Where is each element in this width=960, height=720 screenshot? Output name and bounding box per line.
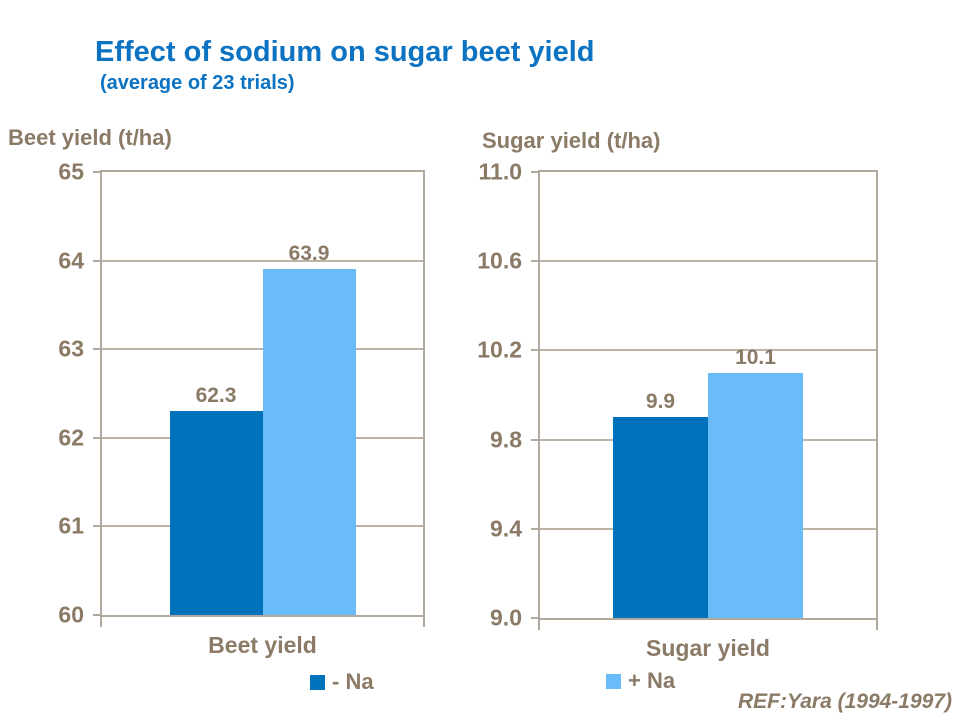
y-axis-tick bbox=[93, 614, 102, 616]
category-label-beet-yield: Beet yield bbox=[208, 632, 317, 658]
bar-value-label: 62.3 bbox=[195, 384, 237, 408]
y-axis-tick-label: 9.0 bbox=[490, 604, 522, 631]
bar-value-label: 10.1 bbox=[735, 345, 776, 369]
bar-minus-na: 9.9 bbox=[613, 391, 708, 618]
y-axis-tick-label: 65 bbox=[58, 158, 84, 185]
y-axis-tick bbox=[531, 527, 540, 530]
y-axis-tick bbox=[531, 438, 540, 441]
legend-swatch-minus-na bbox=[310, 674, 325, 690]
y-axis-tick bbox=[531, 171, 540, 173]
left-chart-axis-title: Beet yield (t/ha) bbox=[8, 125, 172, 150]
bar-value-label: 9.9 bbox=[645, 390, 676, 414]
legend-label-minus-na: - Na bbox=[332, 669, 374, 694]
y-axis-tick bbox=[93, 348, 102, 351]
y-axis-tick-label: 11.0 bbox=[478, 158, 523, 185]
y-axis-tick bbox=[531, 349, 540, 352]
bar-minus-na: 62.3 bbox=[169, 385, 263, 615]
y-axis-tick-label: 10.2 bbox=[477, 336, 522, 363]
y-axis-tick bbox=[93, 171, 102, 173]
category-label-sugar-yield: Sugar yield bbox=[646, 635, 770, 661]
legend-label-plus-na: + Na bbox=[628, 668, 676, 693]
y-axis-tick-label: 63 bbox=[58, 335, 84, 362]
y-axis-tick-label: 9.8 bbox=[490, 426, 522, 453]
legend-item-minus-na: - Na bbox=[310, 671, 374, 693]
x-axis-tick bbox=[423, 615, 425, 627]
y-axis-tick-label: 64 bbox=[58, 247, 84, 274]
y-axis-tick bbox=[531, 617, 540, 619]
bar-group: 9.9 10.1 bbox=[540, 172, 876, 618]
y-axis-tick bbox=[93, 259, 102, 262]
legend-swatch-plus-na bbox=[606, 673, 621, 689]
bar-plus-na: 63.9 bbox=[262, 243, 356, 615]
page-title: Effect of sodium on sugar beet yield bbox=[95, 36, 595, 68]
y-axis-tick-label: 60 bbox=[58, 601, 84, 628]
gridline bbox=[540, 349, 876, 352]
bar-group: 62.3 63.9 bbox=[102, 172, 423, 615]
y-axis-tick-label: 61 bbox=[58, 512, 84, 539]
x-axis-tick bbox=[538, 618, 540, 630]
legend-item-plus-na: + Na bbox=[606, 670, 675, 692]
x-axis-tick bbox=[876, 618, 878, 630]
sugar-yield-chart-plot-area: 9.9 10.1 Sugar yield 11.0 10.6 10.2 9.8 9.4 9.… bbox=[477, 160, 878, 661]
gridline bbox=[540, 260, 876, 263]
right-chart-axis-title: Sugar yield (t/ha) bbox=[482, 128, 661, 153]
bar-plus-na: 10.1 bbox=[708, 347, 803, 618]
page-subtitle: (average of 23 trials) bbox=[100, 72, 295, 94]
gridline bbox=[102, 259, 423, 262]
y-axis-tick bbox=[93, 436, 102, 439]
beet-yield-chart-plot-area: 62.3 63.9 Beet yield 65 64 63 62 61 60 bbox=[58, 160, 425, 658]
y-axis-tick bbox=[93, 525, 102, 528]
y-axis-tick-label: 9.4 bbox=[490, 515, 522, 542]
y-axis-tick-label: 62 bbox=[58, 424, 84, 451]
bar-value-label: 63.9 bbox=[288, 242, 330, 266]
reference-text: REF:Yara (1994-1997) bbox=[738, 690, 952, 713]
x-axis-tick bbox=[100, 615, 102, 627]
y-axis-tick bbox=[531, 260, 540, 263]
y-axis-tick-label: 10.6 bbox=[477, 247, 522, 274]
